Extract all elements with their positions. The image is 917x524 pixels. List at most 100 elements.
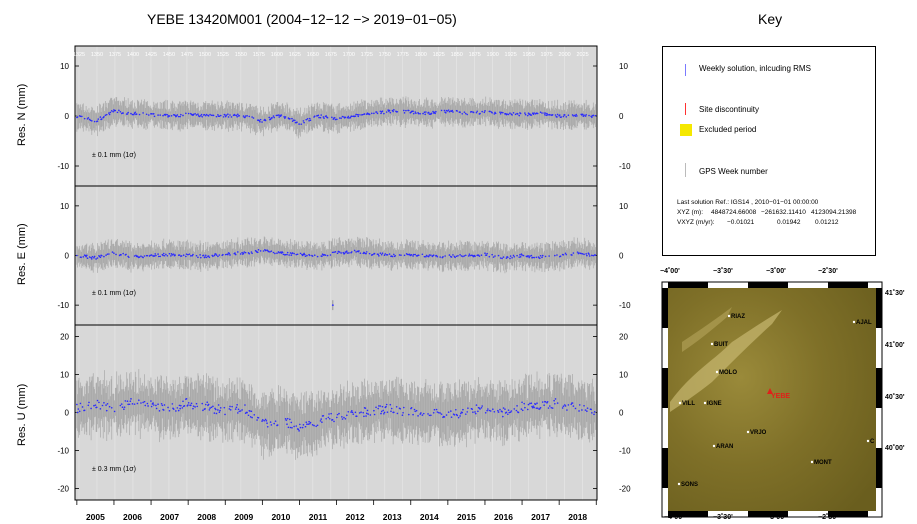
solution-point	[320, 418, 322, 420]
solution-point	[390, 410, 392, 413]
solution-point	[86, 257, 89, 260]
solution-point	[379, 110, 382, 113]
solution-point	[142, 401, 144, 404]
map-lon-bot-0: −4˚00'	[664, 514, 684, 521]
solution-point	[105, 254, 107, 256]
solution-point	[228, 252, 231, 255]
solution-point	[76, 411, 79, 414]
ylabel-east: Res. E (mm)	[16, 223, 28, 285]
site-ajal: AJAL	[856, 320, 872, 326]
solution-point	[146, 402, 149, 405]
solution-point	[528, 256, 530, 259]
solution-point	[562, 405, 565, 407]
solution-point	[251, 416, 253, 419]
solution-point	[105, 409, 108, 412]
solution-point	[96, 399, 99, 402]
solution-point	[556, 113, 559, 116]
solution-point	[187, 253, 189, 256]
solution-point	[131, 403, 134, 405]
solution-point	[98, 401, 100, 404]
solution-point	[89, 119, 92, 122]
solution-point	[269, 118, 272, 121]
solution-point	[113, 252, 115, 254]
solution-point	[506, 113, 508, 115]
solution-point	[225, 114, 228, 116]
key-discontinuity: Site discontinuity	[699, 105, 760, 114]
xtick-label: 2017	[531, 512, 550, 522]
panel-frame	[74, 324, 598, 501]
solution-point	[306, 254, 308, 257]
solution-point	[227, 253, 229, 256]
solution-point	[474, 411, 476, 413]
solution-point	[100, 118, 103, 120]
solution-point	[261, 418, 264, 421]
solution-point	[289, 118, 291, 120]
xtick-label: 2006	[123, 512, 142, 522]
solution-point	[87, 117, 90, 119]
site-mont: MONT	[814, 460, 832, 466]
solution-point	[524, 112, 526, 114]
solution-point	[113, 410, 116, 413]
solution-point	[352, 413, 355, 415]
solution-point	[175, 410, 177, 412]
solution-point	[88, 256, 91, 258]
solution-point	[474, 255, 476, 257]
solution-point	[304, 425, 307, 428]
solution-point	[180, 113, 182, 116]
solution-point	[430, 414, 432, 417]
solution-point	[395, 405, 398, 408]
ytick-label: 0	[65, 112, 70, 121]
solution-point	[309, 119, 312, 122]
solution-point	[321, 255, 323, 258]
solution-point	[464, 413, 467, 415]
solution-point	[406, 253, 409, 256]
solution-point	[358, 412, 361, 414]
solution-point	[367, 413, 369, 415]
solution-point	[336, 413, 339, 416]
solution-point	[393, 109, 395, 111]
solution-point	[180, 404, 182, 407]
solution-point	[256, 251, 259, 254]
solution-point	[181, 407, 184, 409]
solution-point	[306, 118, 309, 120]
solution-point	[209, 113, 211, 116]
solution-point	[513, 408, 516, 410]
solution-point	[424, 113, 426, 116]
solution-point	[289, 418, 291, 421]
solution-point	[502, 256, 505, 258]
solution-point	[218, 115, 221, 118]
solution-point	[516, 113, 519, 115]
solution-point	[196, 405, 199, 408]
solution-point	[201, 115, 204, 118]
solution-point	[422, 412, 425, 415]
solution-point	[286, 417, 289, 420]
solution-point	[403, 109, 405, 112]
gps-week-label: 1825	[433, 52, 445, 58]
ytick-label-right: -20	[619, 485, 631, 494]
solution-point	[588, 114, 590, 117]
gps-week-label: 1650	[307, 52, 319, 58]
solution-point	[162, 252, 165, 255]
solution-point	[412, 413, 414, 416]
solution-point	[539, 257, 541, 260]
xtick-label: 2013	[383, 512, 402, 522]
solution-point	[588, 255, 591, 257]
solution-point	[231, 405, 233, 408]
solution-point	[419, 112, 421, 115]
solution-point	[389, 403, 392, 406]
solution-point	[476, 110, 478, 113]
solution-point	[127, 111, 129, 114]
map-lon-top-0: −4˚00'	[660, 268, 680, 275]
solution-point	[234, 252, 236, 254]
solution-point	[298, 123, 300, 125]
solution-point	[76, 116, 79, 118]
solution-point	[591, 254, 593, 257]
solution-point	[462, 255, 464, 258]
solution-point	[551, 113, 554, 116]
solution-point	[174, 114, 176, 117]
xtick-label: 2005	[86, 512, 105, 522]
solution-point	[308, 119, 310, 122]
solution-point	[99, 116, 102, 118]
solution-point	[435, 110, 437, 113]
solution-point	[103, 401, 105, 404]
